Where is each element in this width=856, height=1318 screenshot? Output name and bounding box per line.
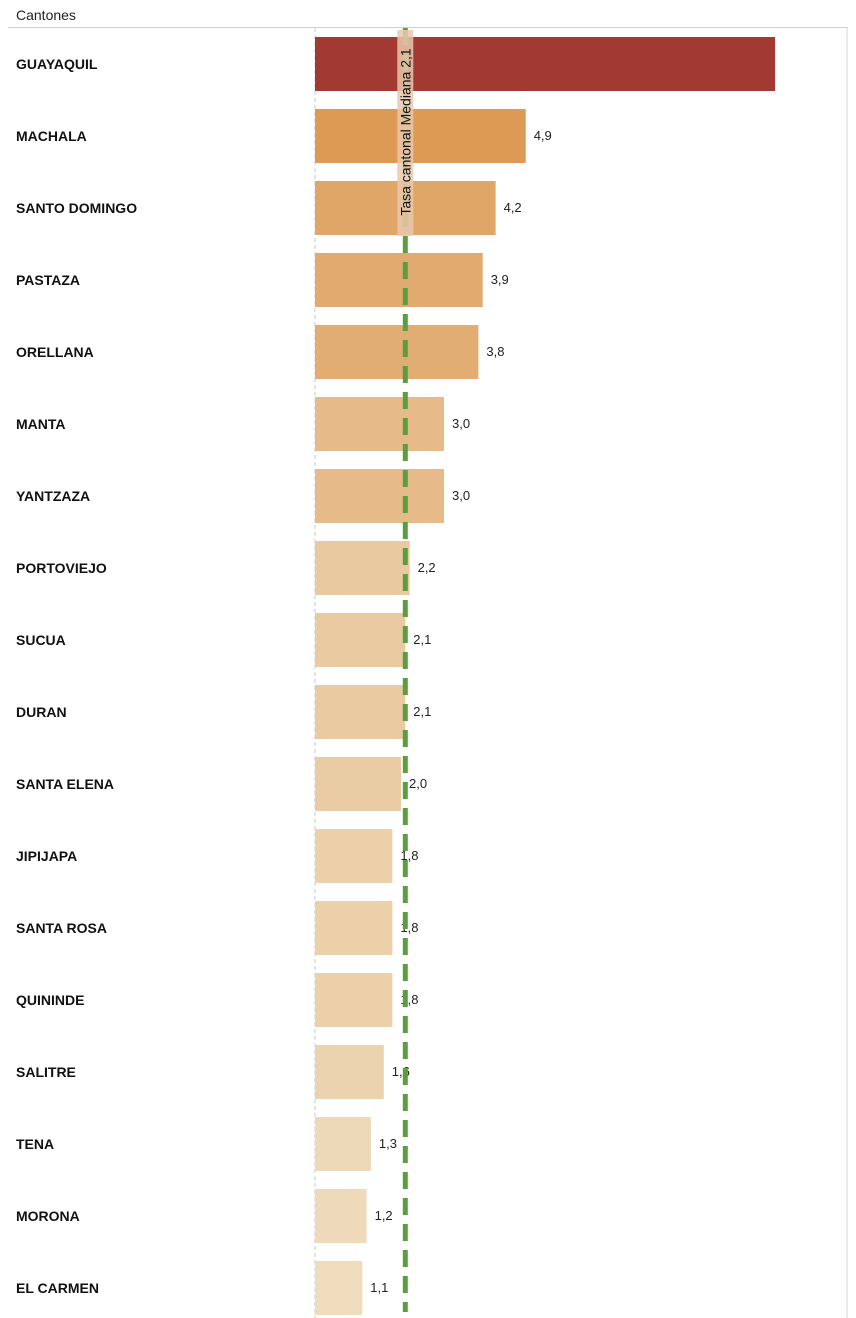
bar-santa-elena[interactable] <box>315 757 401 811</box>
value-label-machala: 4,9 <box>534 128 552 143</box>
bar-guayaquil[interactable] <box>315 37 776 91</box>
bar-portoviejo[interactable] <box>315 541 410 595</box>
bar-duran[interactable] <box>315 685 406 739</box>
category-label-santo-domingo: SANTO DOMINGO <box>16 200 137 216</box>
value-label-duran: 2,1 <box>413 704 431 719</box>
bar-quininde[interactable] <box>315 973 393 1027</box>
category-label-duran: DURAN <box>16 704 67 720</box>
bar-jipijapa[interactable] <box>315 829 393 883</box>
median-label-background <box>397 30 414 236</box>
category-label-quininde: QUININDE <box>16 992 84 1008</box>
category-label-jipijapa: JIPIJAPA <box>16 848 77 864</box>
category-label-manta: MANTA <box>16 416 66 432</box>
bar-morona[interactable] <box>315 1189 367 1243</box>
bar-manta[interactable] <box>315 397 444 451</box>
value-label-santo-domingo: 4,2 <box>504 200 522 215</box>
median-reference-group: Tasa cantonal Mediana 2,1 <box>397 28 414 1312</box>
category-label-tena: TENA <box>16 1136 54 1152</box>
bars-group: GUAYAQUIL MACHALA 4,9 SANTO DOMINGO 4,2 PASTA… <box>16 37 776 1315</box>
bar-santa-rosa[interactable] <box>315 901 393 955</box>
category-label-guayaquil: GUAYAQUIL <box>16 56 98 72</box>
bar-yantzaza[interactable] <box>315 469 444 523</box>
header-divider <box>8 27 848 28</box>
category-label-el-carmen: EL CARMEN <box>16 1280 99 1296</box>
bar-pastaza[interactable] <box>315 253 483 307</box>
category-label-portoviejo: PORTOVIEJO <box>16 560 107 576</box>
category-label-pastaza: PASTAZA <box>16 272 80 288</box>
bar-el-carmen[interactable] <box>315 1261 363 1315</box>
value-label-pastaza: 3,9 <box>491 272 509 287</box>
bar-sucua[interactable] <box>315 613 406 667</box>
category-label-morona: MORONA <box>16 1208 80 1224</box>
category-label-santa-rosa: SANTA ROSA <box>16 920 107 936</box>
value-label-santa-elena: 2,0 <box>409 776 427 791</box>
bar-machala[interactable] <box>315 109 526 163</box>
value-label-tena: 1,3 <box>379 1136 397 1151</box>
bar-orellana[interactable] <box>315 325 479 379</box>
value-label-manta: 3,0 <box>452 416 470 431</box>
median-reference-label: Tasa cantonal Mediana 2,1 <box>397 48 413 216</box>
category-label-salitre: SALITRE <box>16 1064 76 1080</box>
value-label-jipijapa: 1,8 <box>400 848 418 863</box>
category-label-yantzaza: YANTZAZA <box>16 488 90 504</box>
value-label-orellana: 3,8 <box>486 344 504 359</box>
bar-salitre[interactable] <box>315 1045 384 1099</box>
value-label-el-carmen: 1,1 <box>370 1280 388 1295</box>
bar-tena[interactable] <box>315 1117 371 1171</box>
value-label-sucua: 2,1 <box>413 632 431 647</box>
axis-header-cantones: Cantones <box>16 7 76 23</box>
value-label-yantzaza: 3,0 <box>452 488 470 503</box>
category-label-machala: MACHALA <box>16 128 87 144</box>
value-label-morona: 1,2 <box>375 1208 393 1223</box>
category-label-santa-elena: SANTA ELENA <box>16 776 114 792</box>
value-label-portoviejo: 2,2 <box>418 560 436 575</box>
category-label-sucua: SUCUA <box>16 632 66 648</box>
category-label-orellana: ORELLANA <box>16 344 94 360</box>
